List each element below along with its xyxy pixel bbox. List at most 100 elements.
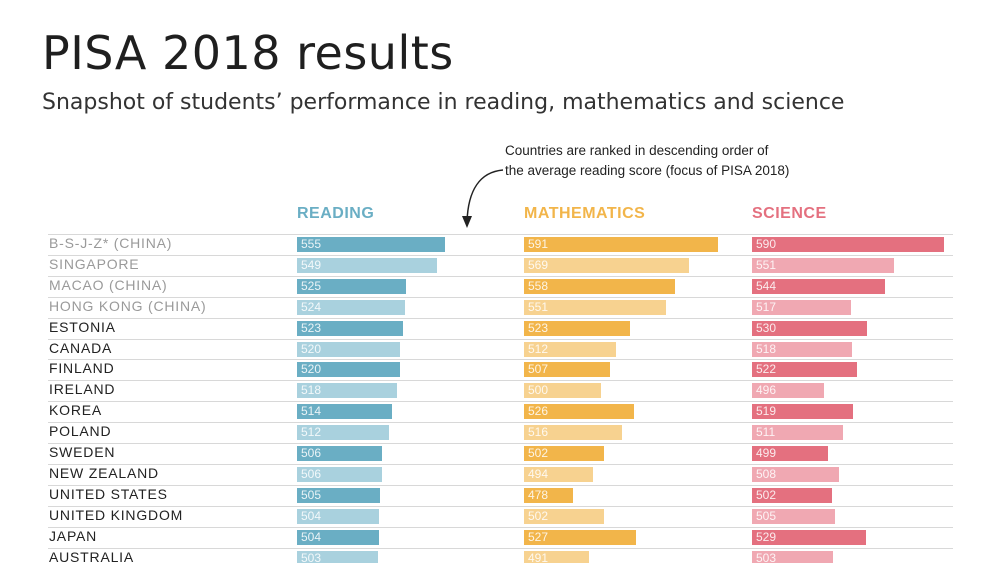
- country-label: UNITED KINGDOM: [49, 506, 184, 523]
- country-label: SINGAPORE: [49, 255, 140, 272]
- bar-mathematics: [524, 237, 718, 252]
- value-label-reading: 520: [301, 362, 322, 377]
- bar-reading: [297, 466, 382, 482]
- country-label: FINLAND: [49, 360, 115, 377]
- bar-mathematics: [524, 341, 617, 357]
- row-separator: [48, 422, 953, 424]
- bar-mathematics: [524, 425, 622, 441]
- value-label-mathematics: 494: [528, 466, 549, 481]
- bar-reading: [297, 425, 390, 441]
- bar-science: [752, 466, 840, 482]
- value-label-mathematics: 558: [528, 278, 549, 293]
- value-label-reading: 524: [301, 299, 322, 314]
- bar-mathematics: [524, 550, 590, 563]
- bar-science: [752, 404, 854, 420]
- value-label-science: 529: [756, 529, 777, 544]
- value-label-mathematics: 569: [528, 257, 549, 272]
- bar-reading: [297, 487, 381, 503]
- value-label-science: 499: [756, 446, 777, 460]
- pointer-arrow-icon: [462, 169, 504, 228]
- value-label-reading: 520: [301, 341, 322, 356]
- bar-mathematics: [524, 362, 610, 378]
- value-label-mathematics: 500: [528, 383, 549, 398]
- row-separator: [48, 275, 953, 277]
- value-label-mathematics: 516: [528, 425, 549, 440]
- bar-science: [752, 257, 895, 273]
- column-header-reading: READING: [297, 205, 375, 222]
- value-label-reading: 504: [301, 508, 322, 523]
- bar-science: [752, 425, 844, 441]
- value-label-reading: 506: [301, 446, 322, 460]
- value-label-mathematics: 502: [528, 446, 549, 460]
- country-label: AUSTRALIA: [49, 548, 134, 563]
- country-label: NEW ZEALAND: [49, 464, 159, 481]
- bar-science: [752, 341, 853, 357]
- row-separator: [48, 317, 953, 319]
- ranking-note: Countries are ranked in descending order…: [505, 141, 925, 181]
- bar-science: [752, 508, 836, 524]
- country-label: UNITED STATES: [49, 485, 168, 502]
- bar-science: [752, 487, 832, 503]
- value-label-science: 544: [756, 278, 777, 293]
- bar-mathematics: [524, 278, 676, 294]
- value-label-science: 590: [756, 237, 777, 251]
- value-label-reading: 549: [301, 257, 322, 272]
- row-separator: [48, 296, 953, 298]
- value-label-science: 519: [756, 404, 777, 419]
- row-separator: [48, 443, 953, 444]
- country-label: JAPAN: [49, 527, 98, 544]
- value-label-science: 505: [756, 508, 777, 523]
- bar-science: [752, 362, 858, 378]
- value-label-reading: 505: [301, 487, 322, 502]
- bar-mathematics: [524, 529, 636, 545]
- country-label: ESTONIA: [49, 318, 116, 335]
- bar-mathematics: [524, 299, 667, 315]
- row-separator: [48, 505, 953, 507]
- bar-mathematics: [524, 404, 635, 420]
- column-header-science: SCIENCE: [752, 205, 827, 222]
- bar-reading: [297, 362, 400, 378]
- bar-mathematics: [524, 487, 573, 503]
- value-label-mathematics: 526: [528, 404, 549, 419]
- bar-reading: [297, 341, 400, 357]
- bar-reading: [297, 299, 405, 315]
- value-label-science: 517: [756, 299, 777, 314]
- bar-science: [752, 320, 868, 336]
- country-label: SWEDEN: [49, 444, 116, 460]
- row-separator: [48, 359, 953, 361]
- bar-reading: [297, 550, 378, 563]
- value-label-mathematics: 512: [528, 341, 549, 356]
- page-title: PISA 2018 results: [42, 26, 454, 80]
- ranking-note-line-2: the average reading score (focus of PISA…: [505, 163, 790, 178]
- bar-reading: [297, 320, 404, 336]
- bar-mathematics: [524, 446, 604, 461]
- value-label-science: 503: [756, 550, 777, 563]
- bar-reading: [297, 404, 392, 420]
- value-label-reading: 504: [301, 529, 322, 544]
- value-label-reading: 525: [301, 278, 322, 293]
- bar-reading: [297, 257, 437, 273]
- value-label-reading: 503: [301, 550, 322, 563]
- value-label-reading: 514: [301, 404, 322, 419]
- row-separator: [48, 401, 953, 403]
- value-label-reading: 518: [301, 383, 322, 398]
- row-separator: [48, 484, 953, 486]
- value-label-science: 511: [756, 425, 776, 440]
- value-label-science: 530: [756, 320, 777, 335]
- value-label-mathematics: 507: [528, 362, 549, 377]
- bar-mathematics: [524, 320, 631, 336]
- row-separator: [48, 234, 953, 235]
- value-label-mathematics: 502: [528, 508, 549, 523]
- column-header-mathematics: MATHEMATICS: [524, 205, 646, 222]
- country-label: IRELAND: [49, 381, 116, 398]
- bar-science: [752, 529, 867, 545]
- value-label-mathematics: 527: [528, 529, 549, 544]
- value-label-mathematics: 491: [528, 550, 549, 563]
- bar-reading: [297, 529, 380, 545]
- value-label-mathematics: 551: [528, 299, 549, 314]
- bar-mathematics: [524, 257, 690, 273]
- bar-mathematics: [524, 466, 594, 482]
- country-label: B-S-J-Z* (CHINA): [49, 235, 173, 251]
- row-separator: [48, 380, 953, 382]
- row-separator: [48, 338, 953, 340]
